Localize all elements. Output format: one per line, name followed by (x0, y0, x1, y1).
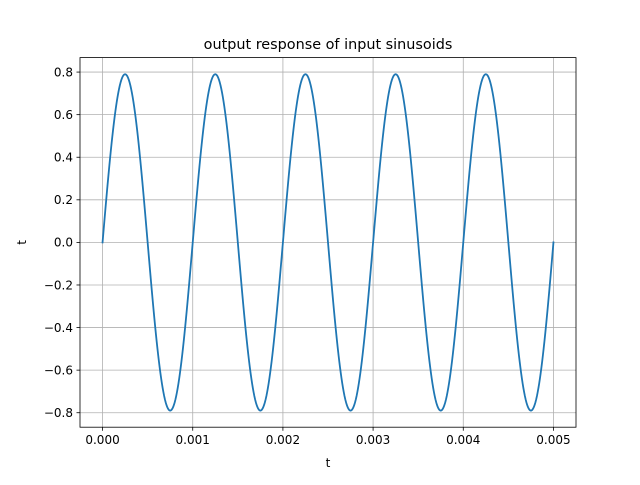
y-tick-label: 0.8 (54, 65, 73, 79)
y-tick-label: 0.6 (54, 108, 73, 122)
series-line (101, 73, 555, 412)
x-tick-label: 0.002 (266, 433, 300, 447)
y-tick-label: 0.0 (54, 236, 73, 250)
x-axis-ticks: 0.000 0.001 0.002 0.003 0.004 0.005 (85, 427, 571, 447)
series-layer (101, 73, 555, 412)
y-tick-label: −0.8 (44, 406, 73, 420)
chart-title: output response of input sinusoids (204, 37, 453, 53)
x-tick-label: 0.004 (446, 433, 480, 447)
y-axis-ticks: −0.8 −0.6 −0.4 −0.2 0.0 0.2 0.4 0.6 0.8 (44, 65, 80, 420)
x-tick-label: 0.000 (85, 433, 119, 447)
y-tick-label: −0.4 (44, 321, 73, 335)
x-tick-label: 0.003 (356, 433, 390, 447)
y-tick-label: −0.6 (44, 363, 73, 377)
x-tick-label: 0.001 (176, 433, 210, 447)
y-tick-label: −0.2 (44, 278, 73, 292)
y-axis-label: t (15, 240, 29, 245)
y-tick-label: 0.2 (54, 193, 73, 207)
x-tick-label: 0.005 (536, 433, 570, 447)
x-axis-label: t (326, 456, 331, 470)
y-tick-label: 0.4 (54, 151, 73, 165)
